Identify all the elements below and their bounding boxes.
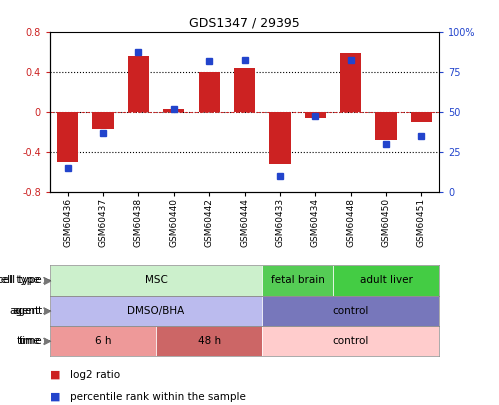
Bar (269, 112, 290, 164)
Text: cell type: cell type (0, 275, 42, 286)
Bar (305, 112, 326, 118)
Text: ▶: ▶ (43, 306, 51, 316)
Text: time: time (18, 336, 42, 346)
Bar (262, 265, 333, 296)
Bar (92, 112, 114, 129)
Text: percentile rank within the sample: percentile rank within the sample (70, 392, 246, 402)
Bar (199, 72, 220, 112)
Text: 6 h: 6 h (95, 336, 111, 346)
Text: ■: ■ (50, 392, 60, 402)
Text: fetal brain: fetal brain (270, 275, 324, 286)
Text: control: control (332, 336, 369, 346)
Bar (262, 296, 439, 326)
Bar (163, 109, 184, 112)
Text: ▶: ▶ (43, 336, 51, 346)
Bar (411, 112, 432, 122)
Text: time: time (16, 336, 40, 346)
Text: adult liver: adult liver (360, 275, 413, 286)
Text: agent: agent (12, 306, 42, 316)
Bar (50, 296, 262, 326)
Title: GDS1347 / 29395: GDS1347 / 29395 (189, 17, 300, 30)
Bar (156, 326, 262, 356)
Text: 48 h: 48 h (198, 336, 221, 346)
Text: MSC: MSC (145, 275, 168, 286)
Bar (340, 53, 361, 112)
Bar (50, 326, 156, 356)
Bar (128, 56, 149, 112)
Text: cell type: cell type (0, 275, 40, 286)
Bar (262, 326, 439, 356)
Text: ▶: ▶ (43, 275, 51, 286)
Text: agent: agent (10, 306, 40, 316)
Text: DMSO/BHA: DMSO/BHA (127, 306, 185, 316)
Bar (375, 112, 397, 141)
Text: control: control (332, 306, 369, 316)
Text: log2 ratio: log2 ratio (70, 370, 120, 379)
Bar (57, 112, 78, 162)
Bar (234, 68, 255, 112)
Text: ■: ■ (50, 370, 60, 379)
Bar (50, 265, 262, 296)
Bar (333, 265, 439, 296)
